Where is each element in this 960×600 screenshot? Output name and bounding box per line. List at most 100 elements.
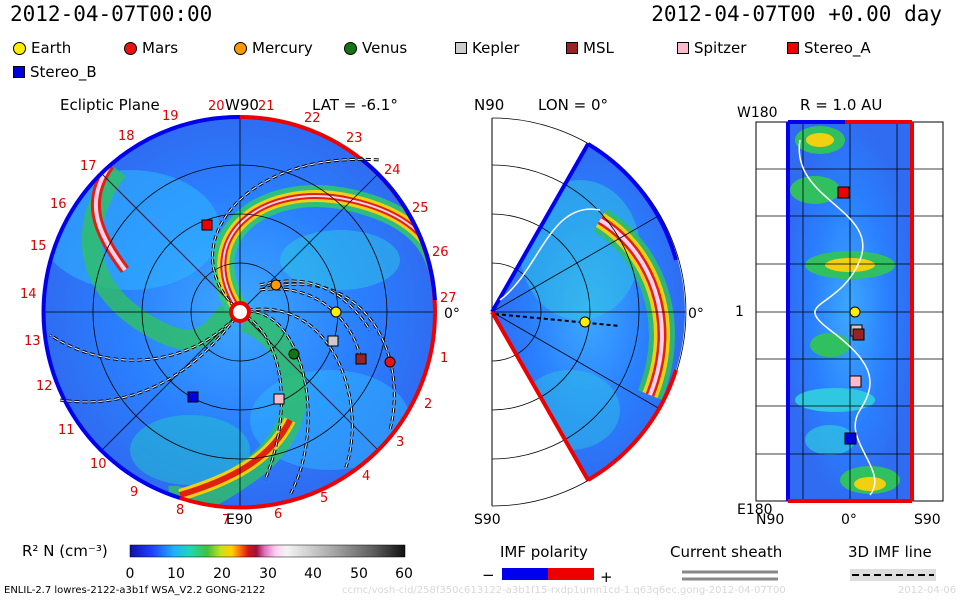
imf-polarity-label: IMF polarity [500, 543, 588, 561]
forecast-label: 2012-04-07T00 +0.00 day [651, 2, 942, 26]
ecliptic-rim-red [179, 115, 438, 510]
ecliptic-objects [187, 219, 396, 405]
rotation-label: 17 [80, 159, 97, 174]
legend-item-venus: Venus [344, 39, 407, 57]
imf-polarity-key: IMF polarity − + [482, 543, 613, 586]
legend-item-kepler: Kepler [455, 39, 519, 57]
colorbar-tick: 50 [350, 566, 368, 582]
radial-title: R = 1.0 AU [800, 96, 882, 114]
legend-label: Kepler [472, 39, 520, 57]
rotation-label: 8 [176, 503, 184, 518]
rotation-label: 16 [50, 197, 67, 212]
colorbar-gradient [129, 544, 406, 558]
legend-item-mars: Mars [124, 39, 178, 57]
current-sheath-label: Current sheath [670, 543, 782, 561]
legend-item-earth: Earth [13, 39, 71, 57]
meridional-bottom-label: S90 [474, 512, 501, 528]
rotation-label: 20 [208, 99, 225, 114]
rotation-label: 22 [304, 111, 321, 126]
msl-square-icon [566, 42, 578, 54]
legend-label: MSL [583, 39, 614, 57]
stereo-b-square-icon [13, 66, 25, 78]
watermark-date-label: 2012-04-06 [898, 585, 957, 596]
legend-label: Venus [362, 39, 408, 57]
legend-item-mercury: Mercury [234, 39, 313, 57]
rotation-label: 14 [20, 287, 37, 302]
mars-marker [201, 219, 213, 231]
legend-item-stereo-a: Stereo_A [787, 39, 871, 57]
rotation-label: 15 [30, 239, 47, 254]
imf-plus-label: + [600, 568, 613, 586]
spitzer-square-icon [677, 42, 689, 54]
ecliptic-title: Ecliptic Plane [60, 96, 160, 114]
rotation-label: 25 [412, 201, 429, 216]
mercury-circle-icon [234, 41, 247, 55]
ecliptic-top-label: W90 [225, 96, 259, 114]
spitzer-marker [273, 393, 285, 405]
meridional-top-label: N90 [474, 96, 504, 114]
meridional-rim-blue [586, 142, 678, 261]
ecliptic-panel: Ecliptic Plane W90 LAT = -6.1° [20, 96, 460, 528]
colorbar: R² N (cm⁻³) 0 10 20 30 40 50 60 [22, 542, 413, 582]
current-sheath-key: Current sheath [670, 543, 782, 581]
mars-planet-marker [384, 356, 396, 368]
radial-mid-left-label: 1 [735, 304, 744, 320]
rotation-label: 23 [346, 131, 363, 146]
venus-circle-icon [344, 41, 357, 55]
imf-line-label: 3D IMF line [848, 543, 932, 561]
meridional-edge-blue [490, 143, 590, 313]
legend-label: Mercury [252, 39, 313, 57]
ecliptic-rim-blue-right [358, 156, 437, 301]
colorbar-tick: 40 [304, 566, 322, 582]
model-label: ENLIL-2.7 lowres-2122-a3b1f WSA_V2.2 GON… [4, 585, 266, 596]
colorbar-tick: 20 [213, 566, 231, 582]
rotation-label: 27 [440, 291, 457, 306]
rotation-label: 11 [58, 423, 75, 438]
rotation-label: 4 [362, 469, 370, 484]
rotation-label: 26 [432, 245, 449, 260]
imf-minus-label: − [482, 566, 495, 584]
legend-label: Stereo_A [804, 39, 871, 57]
radial-spitzer-marker [849, 375, 862, 388]
legend-label: Earth [31, 39, 72, 57]
radial-stereo-b-marker [844, 432, 857, 445]
rotation-label: 19 [162, 109, 179, 124]
radial-earth-marker [849, 306, 861, 318]
ecliptic-rotation-labels: 19 20 21 22 23 24 25 26 27 1 2 3 4 5 6 7… [20, 99, 457, 528]
rotation-label: 2 [424, 397, 432, 412]
colorbar-tick: 60 [395, 566, 413, 582]
rotation-label: 3 [396, 435, 404, 450]
rotation-label: 5 [320, 491, 328, 506]
rotation-label: 18 [118, 129, 135, 144]
legend-item-msl: MSL [566, 39, 614, 57]
meridional-lon-label: LON = 0° [538, 96, 608, 114]
radial-panel: R = 1.0 AU W180 1 E180 [735, 96, 944, 528]
legend-label: Mars [142, 39, 179, 57]
radial-objects [837, 186, 865, 445]
meridional-density-field [520, 180, 675, 450]
ecliptic-right-label: 0° [444, 306, 460, 322]
mars-circle-icon [124, 41, 137, 55]
mercury-marker [270, 279, 282, 291]
meridional-right-label: 0° [688, 306, 704, 322]
legend-item-stereo-b: Stereo_B [13, 63, 97, 81]
imf-plus-bar [548, 568, 594, 580]
meridional-sheath [499, 208, 601, 301]
imf-line-key: 3D IMF line [848, 543, 936, 581]
kepler-square-icon [455, 42, 467, 54]
colorbar-label: R² N (cm⁻³) [22, 542, 108, 560]
ecliptic-density-field [43, 162, 437, 509]
legend-label: Stereo_B [30, 63, 97, 81]
stereo-a-square-icon [787, 42, 799, 54]
meridional-rim-red [586, 369, 678, 482]
colorbar-tick: 0 [126, 566, 135, 582]
legend-label: Spitzer [694, 39, 747, 57]
imf-minus-bar [502, 568, 548, 580]
radial-x-left-label: N90 [756, 512, 784, 528]
meridional-panel: N90 LON = 0° 0° S9 [474, 96, 704, 528]
rotation-label: 10 [90, 457, 107, 472]
ecliptic-lat-label: LAT = -6.1° [312, 96, 398, 114]
msl-marker [355, 353, 367, 365]
earth-marker [330, 306, 342, 318]
